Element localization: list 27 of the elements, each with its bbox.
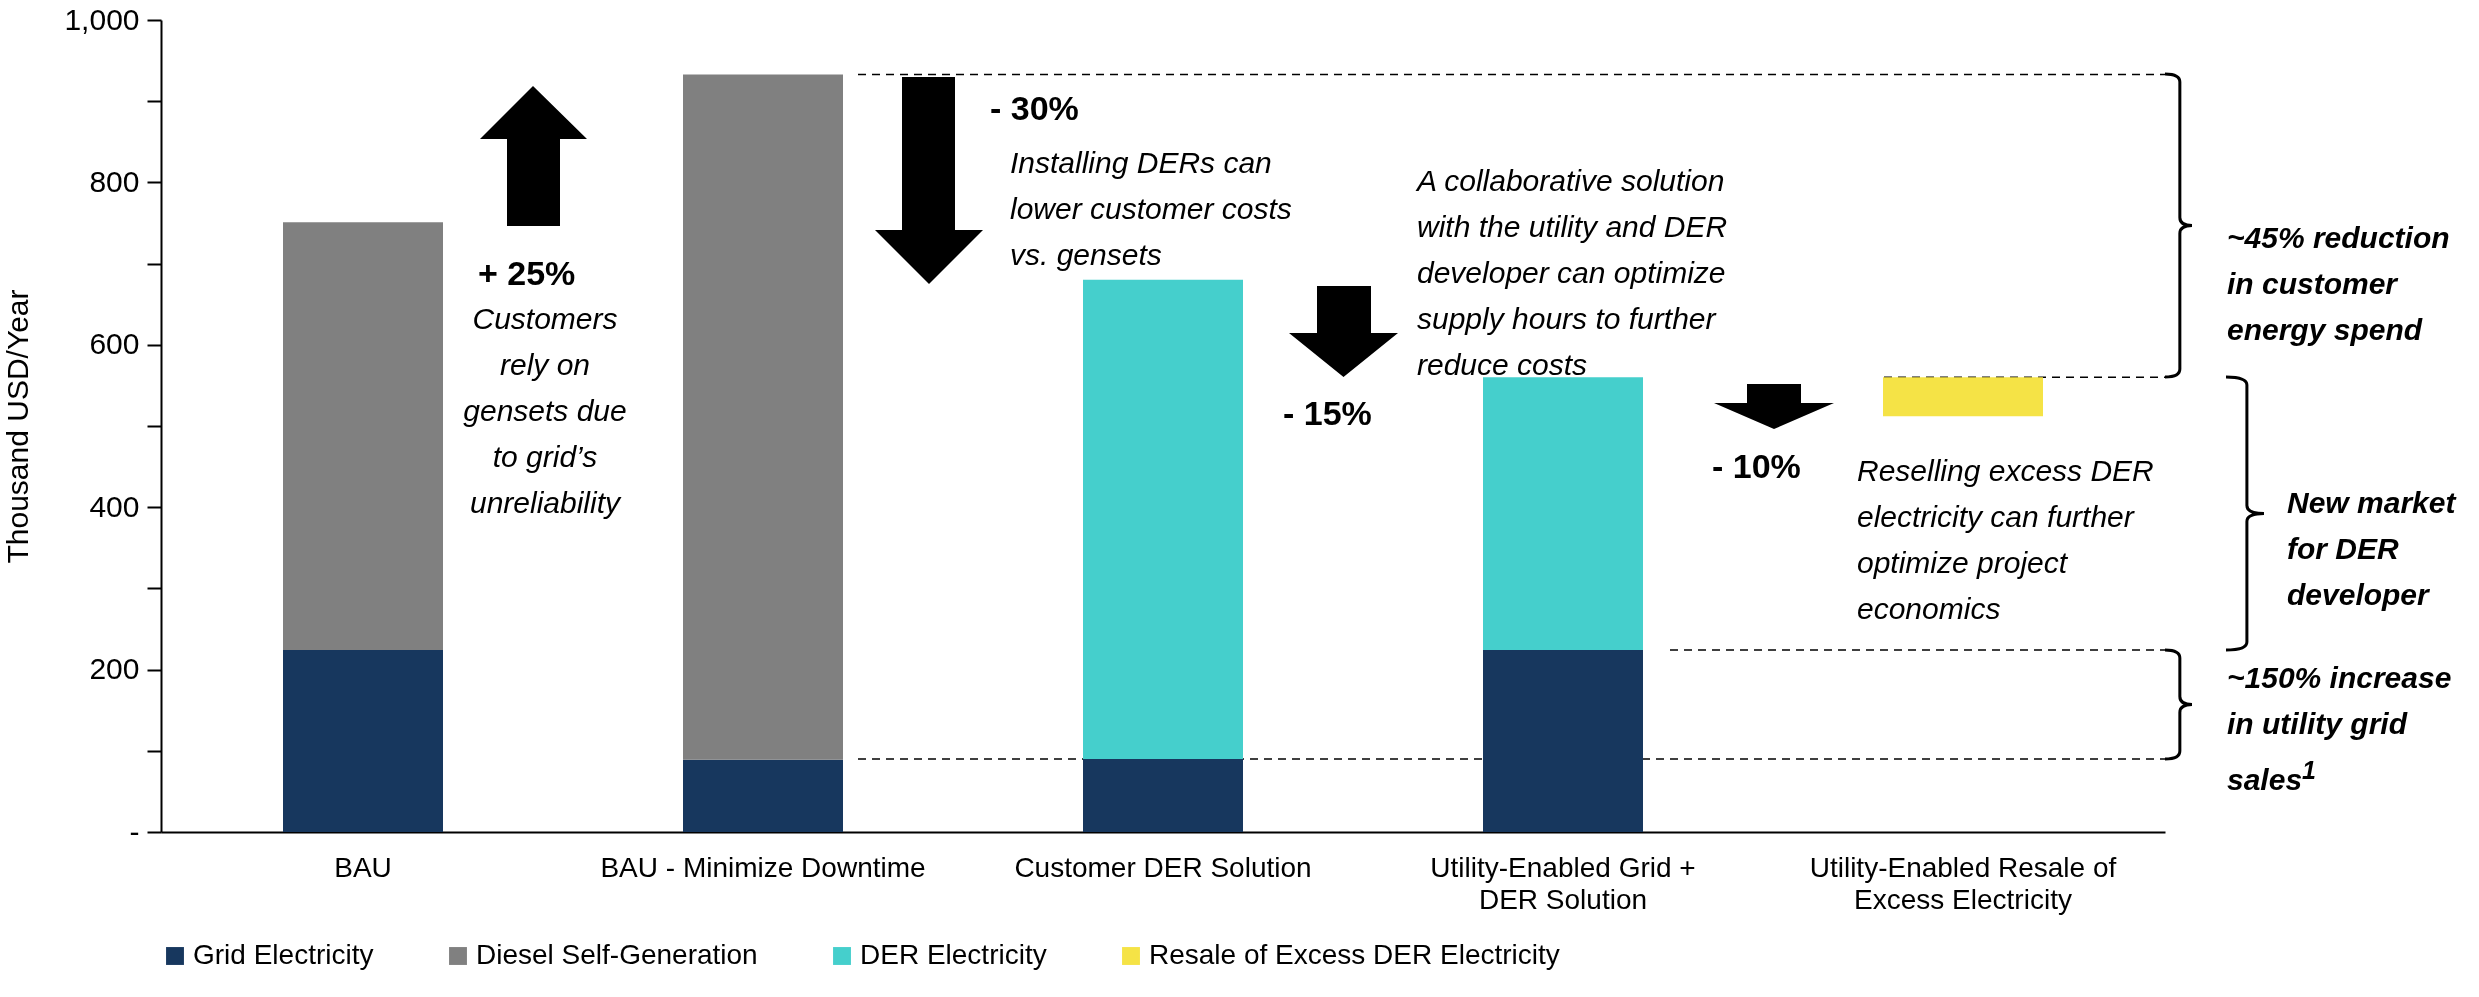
annotation: Reselling excess DER electricity can further optimize project economics xyxy=(1857,453,2155,627)
annotation: - 30% xyxy=(990,88,1079,129)
x-tick-label: BAU xyxy=(334,851,392,883)
text: ~45% reduction in customer energy spend xyxy=(2227,220,2451,348)
x-tick-label: Utility-Enabled Grid + DER Solution xyxy=(1430,851,1696,915)
annotation: A collaborative solution with the utility and DER developer can optimize supply hours to further reduce costs xyxy=(1417,163,1729,383)
x-tick-label: BAU - Minimize Downtime xyxy=(600,851,926,883)
y-tick-label: - xyxy=(129,814,140,848)
legend-label: Resale of Excess DER Electricity xyxy=(1149,939,1560,970)
x-tick-label: Customer DER Solution xyxy=(1014,851,1312,883)
y-tick-label: 600 xyxy=(89,327,140,361)
x-tick-label: Utility-Enabled Resale of Excess Electricity xyxy=(1809,851,2117,915)
annotation: - 10% xyxy=(1712,446,1801,487)
annotation: Customers rely on gensets due to grid’s unreliability xyxy=(462,301,628,521)
legend-label: Grid Electricity xyxy=(193,939,374,970)
y-tick-label: 1,000 xyxy=(64,2,140,36)
y-tick-label: 400 xyxy=(89,489,140,523)
y-tick-label: 200 xyxy=(89,652,140,686)
annotation: + 25% xyxy=(478,253,576,294)
annotation: - 15% xyxy=(1283,393,1372,434)
y-axis-title: Thousand USD/Year xyxy=(1,289,35,564)
legend-label: Diesel Self-Generation xyxy=(476,939,758,970)
text: New market for DER developer xyxy=(2287,485,2458,613)
text: ~150% increase in utility grid sales$^{1}$ xyxy=(2227,660,2453,798)
legend-label: DER Electricity xyxy=(860,939,1047,970)
annotation: Installing DERs can lower customer costs vs. gensets xyxy=(1010,145,1293,273)
y-tick-label: 800 xyxy=(89,164,140,198)
